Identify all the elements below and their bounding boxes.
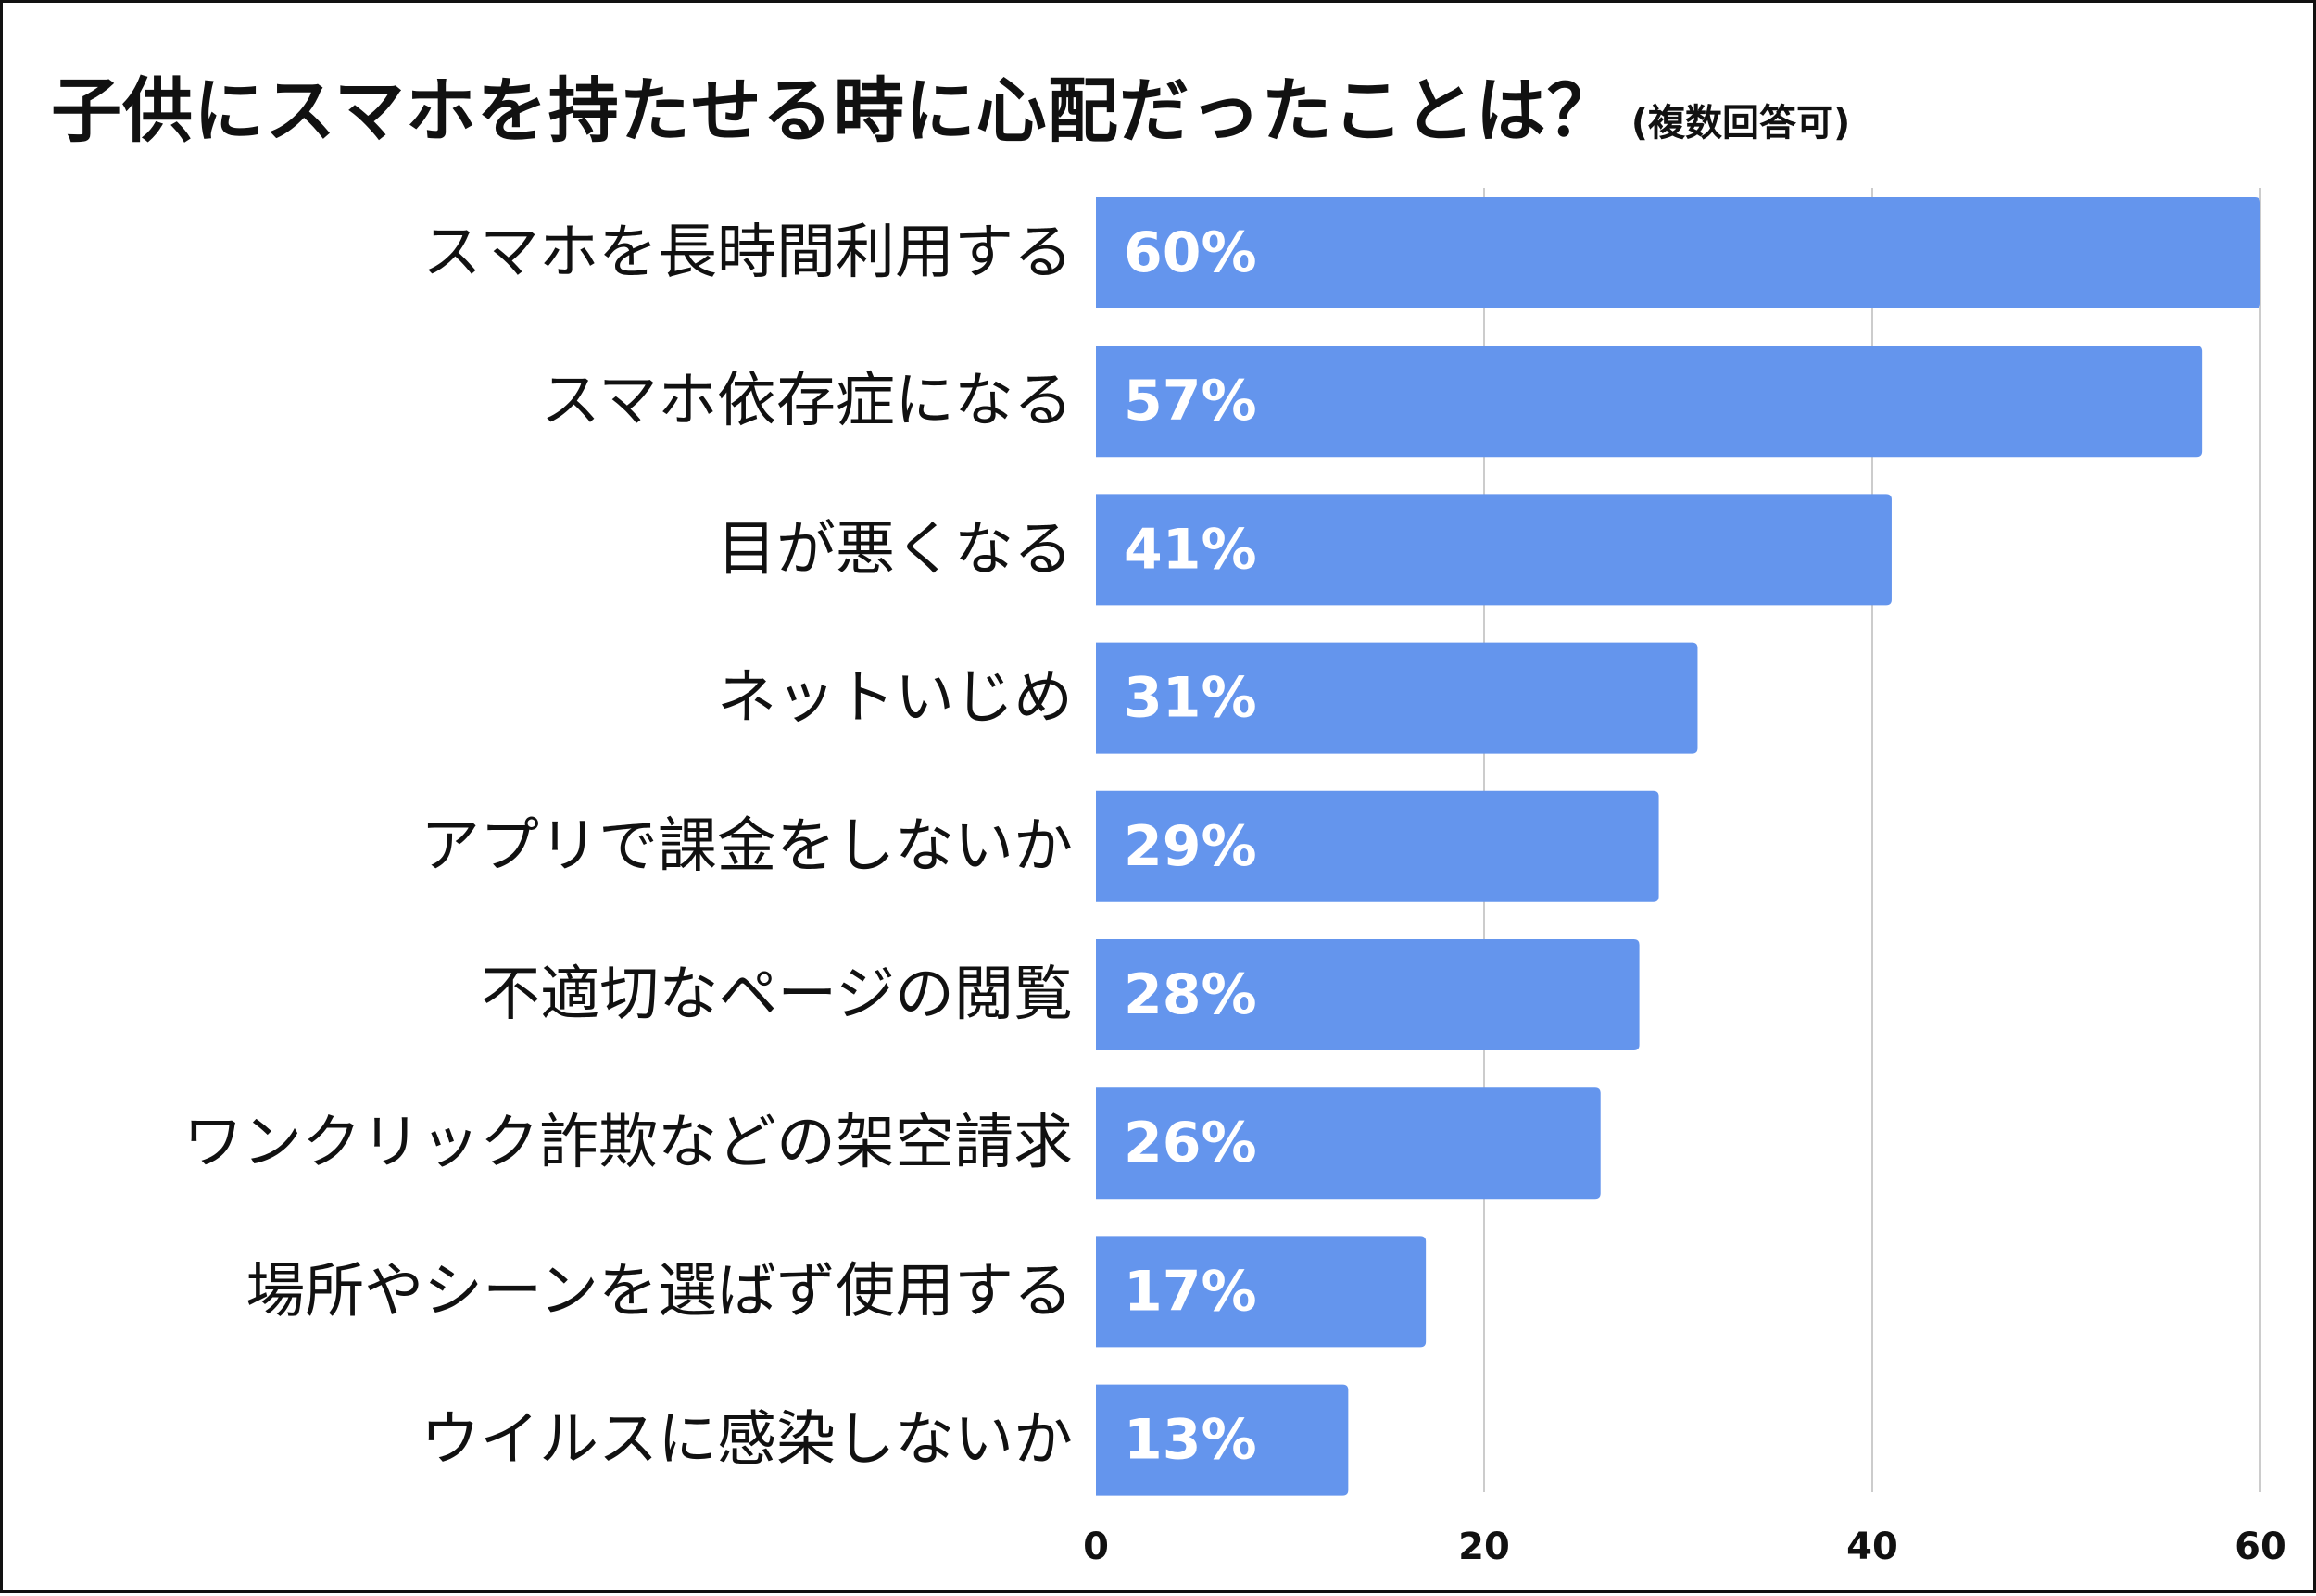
title-row: 子供にスマホを持たせる時に心配だったことは？ (複数回答可) (51, 54, 1850, 156)
bar-value-label: 60% (1124, 220, 1257, 285)
bar-chart: 60% スマホを長時間利用する 57% スマホ依存症になる 41% 目が悪くなる 31% ネッ… (183, 188, 2286, 1568)
chart-subtitle: (複数回答可) (1630, 102, 1851, 145)
chart-title: 子供にスマホを持たせる時に心配だったことは？ (51, 69, 1618, 152)
x-tick-label: 20 (1458, 1526, 1510, 1568)
category-label: 不適切なページの閲覧 (481, 961, 1073, 1029)
bar-value-label: 28% (1124, 962, 1257, 1027)
bar (1096, 1087, 1601, 1200)
bar (1096, 790, 1659, 902)
bar-value-label: 26% (1124, 1111, 1257, 1175)
bar (1096, 197, 2260, 308)
bar (1096, 1236, 1427, 1348)
bar (1096, 346, 2203, 458)
bar-value-label: 31% (1124, 666, 1257, 731)
category-label: スマホを長時間利用する (422, 219, 1073, 287)
category-label: ワンクリック詐欺などの架空請求 (183, 1109, 1073, 1177)
category-label: 場所やシーンを選ばず使用する (245, 1257, 1073, 1326)
category-label: 目が悪くなる (717, 515, 1073, 584)
bar-value-label: 13% (1124, 1408, 1257, 1473)
category-label: ウイルスに感染しないか (421, 1406, 1073, 1475)
category-label: アプリで課金をしないか (421, 812, 1073, 881)
bar-value-label: 57% (1124, 369, 1257, 434)
category-label: スマホ依存症になる (541, 367, 1073, 435)
bar-value-label: 41% (1124, 517, 1257, 582)
bar (1096, 494, 1892, 606)
bar-value-label: 17% (1124, 1259, 1257, 1324)
bar-value-label: 29% (1124, 814, 1257, 879)
x-tick-label: 0 (1083, 1526, 1109, 1568)
bar (1096, 642, 1698, 754)
x-tick-label: 60 (2234, 1526, 2286, 1568)
bar (1096, 1384, 1349, 1496)
x-tick-label: 40 (1846, 1526, 1898, 1568)
bar (1096, 939, 1640, 1050)
category-label: ネットいじめ (717, 664, 1073, 733)
